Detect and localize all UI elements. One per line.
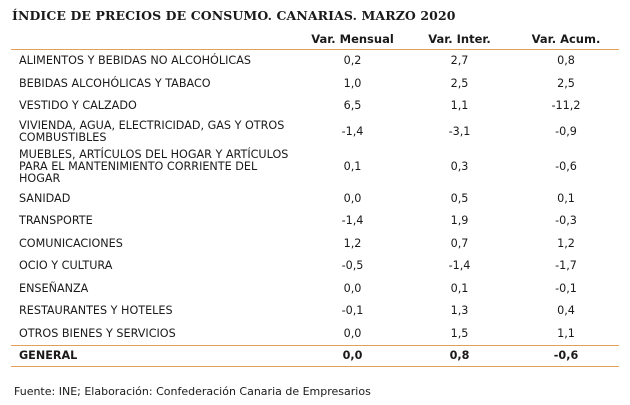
table-row: SANIDAD 0,0 0,5 0,1 xyxy=(11,188,619,211)
cell-var-inter: 1,9 xyxy=(450,214,469,228)
row-label: SANIDAD xyxy=(19,191,71,205)
table-row: BEBIDAS ALCOHÓLICAS Y TABACO 1,0 2,5 2,5 xyxy=(11,73,619,96)
ipc-table: Var. Mensual Var. Inter. Var. Acum. ALIM… xyxy=(11,29,619,367)
cell-var-mensual: 0,2 xyxy=(343,54,362,68)
cell-var-inter: -1,4 xyxy=(448,259,471,273)
table-row: COMUNICACIONES 1,2 0,7 1,2 xyxy=(11,233,619,256)
cell-var-mensual: 0,0 xyxy=(343,191,362,205)
cell-var-mensual: -1,4 xyxy=(341,214,364,228)
cell-var-inter: 0,7 xyxy=(450,236,469,250)
cell-var-inter: 1,3 xyxy=(450,304,469,318)
table-row: OCIO Y CULTURA -0,5 -1,4 -1,7 xyxy=(11,255,619,278)
header-var-mensual: Var. Mensual xyxy=(299,29,406,50)
row-label: VIVIENDA, AGUA, ELECTRICIDAD, GAS Y OTRO… xyxy=(19,118,285,144)
row-label: MUEBLES, ARTÍCULOS DEL HOGAR Y ARTÍCULOS… xyxy=(19,147,289,185)
row-label: VESTIDO Y CALZADO xyxy=(19,99,137,113)
cell-var-acum: -1,7 xyxy=(555,259,577,273)
total-var-mensual: 0,0 xyxy=(299,345,406,367)
table-row: ENSEÑANZA 0,0 0,1 -0,1 xyxy=(11,278,619,301)
row-label: BEBIDAS ALCOHÓLICAS Y TABACO xyxy=(19,76,211,90)
cell-var-acum: -0,3 xyxy=(555,214,577,228)
table-row: ALIMENTOS Y BEBIDAS NO ALCOHÓLICAS 0,2 2… xyxy=(11,50,619,73)
table-row: TRANSPORTE -1,4 1,9 -0,3 xyxy=(11,210,619,233)
cell-var-acum: 0,1 xyxy=(557,191,575,205)
total-var-inter: 0,8 xyxy=(406,345,513,367)
cell-var-mensual: 1,0 xyxy=(343,76,362,90)
row-label: TRANSPORTE xyxy=(19,214,93,228)
row-label: OTROS BIENES Y SERVICIOS xyxy=(19,326,176,340)
table-row: VESTIDO Y CALZADO 6,5 1,1 -11,2 xyxy=(11,95,619,118)
row-label: OCIO Y CULTURA xyxy=(19,259,113,273)
cell-var-inter: -3,1 xyxy=(448,124,471,138)
cell-var-mensual: 6,5 xyxy=(343,99,362,113)
cell-var-acum: 0,4 xyxy=(557,304,575,318)
cell-var-inter: 1,1 xyxy=(450,99,469,113)
header-row: Var. Mensual Var. Inter. Var. Acum. xyxy=(11,29,619,50)
cell-var-acum: 1,2 xyxy=(557,236,575,250)
total-row: GENERAL 0,0 0,8 -0,6 xyxy=(11,345,619,367)
cell-var-acum: 2,5 xyxy=(557,76,575,90)
table-row: VIVIENDA, AGUA, ELECTRICIDAD, GAS Y OTRO… xyxy=(11,118,619,146)
row-label: COMUNICACIONES xyxy=(19,236,123,250)
cell-var-acum: -11,2 xyxy=(551,99,581,113)
header-var-acum: Var. Acum. xyxy=(513,29,619,50)
cell-var-acum: 0,8 xyxy=(557,54,575,68)
cell-var-mensual: -0,5 xyxy=(341,259,364,273)
table-row: MUEBLES, ARTÍCULOS DEL HOGAR Y ARTÍCULOS… xyxy=(11,146,619,188)
cell-var-inter: 0,1 xyxy=(450,281,469,295)
cell-var-inter: 1,5 xyxy=(450,326,469,340)
total-var-acum: -0,6 xyxy=(513,345,619,367)
table-row: OTROS BIENES Y SERVICIOS 0,0 1,5 1,1 xyxy=(11,323,619,346)
cell-var-mensual: 0,0 xyxy=(343,326,362,340)
source-note: Fuente: INE; Elaboración: Confederación … xyxy=(14,385,371,398)
cell-var-acum: -0,9 xyxy=(555,124,577,138)
row-label: ALIMENTOS Y BEBIDAS NO ALCOHÓLICAS xyxy=(19,54,251,68)
cell-var-mensual: 1,2 xyxy=(343,236,362,250)
table-row: RESTAURANTES Y HOTELES -0,1 1,3 0,4 xyxy=(11,300,619,323)
cell-var-acum: 1,1 xyxy=(557,326,575,340)
header-var-inter: Var. Inter. xyxy=(406,29,513,50)
cell-var-acum: -0,1 xyxy=(555,281,577,295)
cell-var-mensual: -1,4 xyxy=(341,124,364,138)
header-category xyxy=(11,29,299,50)
cell-var-inter: 0,3 xyxy=(450,159,469,173)
cell-var-acum: -0,6 xyxy=(555,159,577,173)
row-label: RESTAURANTES Y HOTELES xyxy=(19,304,173,318)
table-title: ÍNDICE DE PRECIOS DE CONSUMO. CANARIAS. … xyxy=(12,8,456,23)
cell-var-mensual: -0,1 xyxy=(341,304,364,318)
cell-var-inter: 0,5 xyxy=(450,191,469,205)
cell-var-inter: 2,7 xyxy=(450,54,469,68)
cell-var-mensual: 0,1 xyxy=(343,159,362,173)
total-label: GENERAL xyxy=(11,345,299,367)
row-label: ENSEÑANZA xyxy=(19,281,89,295)
cell-var-inter: 2,5 xyxy=(450,76,469,90)
cell-var-mensual: 0,0 xyxy=(343,281,362,295)
